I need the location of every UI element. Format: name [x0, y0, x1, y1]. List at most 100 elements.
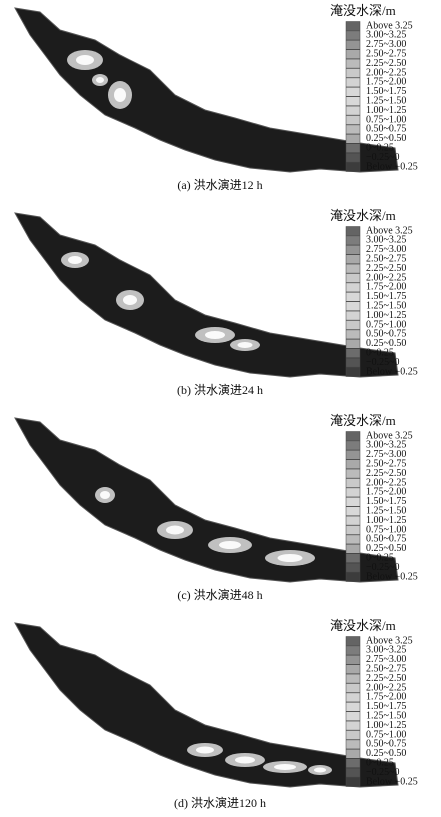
legend-swatch	[346, 236, 360, 245]
legend-swatch	[346, 768, 360, 777]
legend-swatch	[346, 731, 360, 740]
panel: 淹没水深/mAbove 3.253.00~3.252.75~3.002.50~2…	[15, 413, 418, 602]
legend-swatch	[346, 544, 360, 553]
legend-swatch	[346, 50, 360, 59]
legend-swatch	[346, 106, 360, 115]
flood-map	[15, 213, 398, 377]
legend-swatch	[346, 87, 360, 96]
legend-swatch	[346, 721, 360, 730]
legend-swatch	[346, 702, 360, 711]
legend-label: Below −0.25	[366, 571, 418, 582]
legend-swatch	[346, 665, 360, 674]
legend-swatch	[346, 712, 360, 721]
legend-title: 淹没水深/m	[330, 618, 396, 633]
legend-swatch	[346, 31, 360, 40]
legend-swatch	[346, 22, 360, 31]
legend-swatch	[346, 283, 360, 292]
legend-swatch	[346, 759, 360, 768]
flood-patch	[114, 88, 126, 102]
legend-title: 淹没水深/m	[330, 3, 396, 18]
legend-swatch	[346, 479, 360, 488]
flood-patch	[68, 256, 82, 264]
flood-map	[15, 623, 398, 787]
caption: (c) 洪水演进48 h	[177, 587, 262, 602]
legend-swatch	[346, 497, 360, 506]
legend-swatch	[346, 358, 360, 367]
legend-swatch	[346, 97, 360, 106]
legend-swatch	[346, 507, 360, 516]
flood-patch	[100, 491, 110, 499]
legend-swatch	[346, 693, 360, 702]
legend-swatch	[346, 573, 360, 582]
legend-swatch	[346, 349, 360, 358]
legend-swatch	[346, 116, 360, 125]
legend-label: Below −0.25	[366, 776, 418, 787]
legend-swatch	[346, 40, 360, 49]
legend-swatch	[346, 674, 360, 683]
flood-patch	[196, 747, 214, 754]
legend-title: 淹没水深/m	[330, 413, 396, 428]
legend-title: 淹没水深/m	[330, 208, 396, 223]
legend-swatch	[346, 59, 360, 68]
legend-swatch	[346, 488, 360, 497]
legend-swatch	[346, 535, 360, 544]
legend-swatch	[346, 274, 360, 283]
legend-swatch	[346, 526, 360, 535]
legend-swatch	[346, 778, 360, 787]
flood-patch	[278, 554, 303, 562]
legend-swatch	[346, 125, 360, 134]
legend-swatch	[346, 292, 360, 301]
flood-patch	[76, 55, 94, 65]
legend-swatch	[346, 339, 360, 348]
flood-patch	[205, 331, 225, 339]
flood-patch	[123, 295, 137, 305]
legend-swatch	[346, 554, 360, 563]
legend-swatch	[346, 69, 360, 78]
legend-label: Below −0.25	[366, 161, 418, 172]
legend-swatch	[346, 144, 360, 153]
flood-patch	[274, 764, 296, 770]
legend-swatch	[346, 134, 360, 143]
flood-patch	[238, 342, 253, 348]
legend-swatch	[346, 441, 360, 450]
legend-swatch	[346, 655, 360, 664]
flood-map	[15, 8, 398, 172]
legend-swatch	[346, 469, 360, 478]
flood-patch	[96, 77, 104, 83]
legend-swatch	[346, 749, 360, 758]
caption: (d) 洪水演进120 h	[174, 795, 266, 810]
legend-swatch	[346, 516, 360, 525]
legend-swatch	[346, 330, 360, 339]
legend-swatch	[346, 646, 360, 655]
legend-swatch	[346, 368, 360, 377]
legend-swatch	[346, 302, 360, 311]
flood-map	[15, 418, 398, 582]
flood-patch	[314, 768, 326, 773]
flood-patch	[219, 541, 241, 549]
legend-swatch	[346, 227, 360, 236]
legend-swatch	[346, 264, 360, 273]
legend-swatch	[346, 563, 360, 572]
legend-swatch	[346, 245, 360, 254]
legend-swatch	[346, 321, 360, 330]
legend-swatch	[346, 684, 360, 693]
panel: 淹没水深/mAbove 3.253.00~3.252.75~3.002.50~2…	[15, 208, 418, 397]
legend-label: Below −0.25	[366, 366, 418, 377]
legend-swatch	[346, 311, 360, 320]
panel: 淹没水深/mAbove 3.253.00~3.252.75~3.002.50~2…	[15, 618, 418, 810]
legend-swatch	[346, 637, 360, 646]
flood-patch	[166, 526, 184, 535]
legend-swatch	[346, 460, 360, 469]
caption: (b) 洪水演进24 h	[177, 382, 263, 397]
legend-swatch	[346, 740, 360, 749]
legend-swatch	[346, 163, 360, 172]
legend-swatch	[346, 78, 360, 87]
legend-swatch	[346, 153, 360, 162]
flood-patch	[235, 757, 255, 764]
legend-swatch	[346, 255, 360, 264]
caption: (a) 洪水演进12 h	[177, 177, 262, 192]
legend-swatch	[346, 432, 360, 441]
figure: 淹没水深/mAbove 3.253.00~3.252.75~3.002.50~2…	[0, 0, 441, 817]
legend-swatch	[346, 450, 360, 459]
